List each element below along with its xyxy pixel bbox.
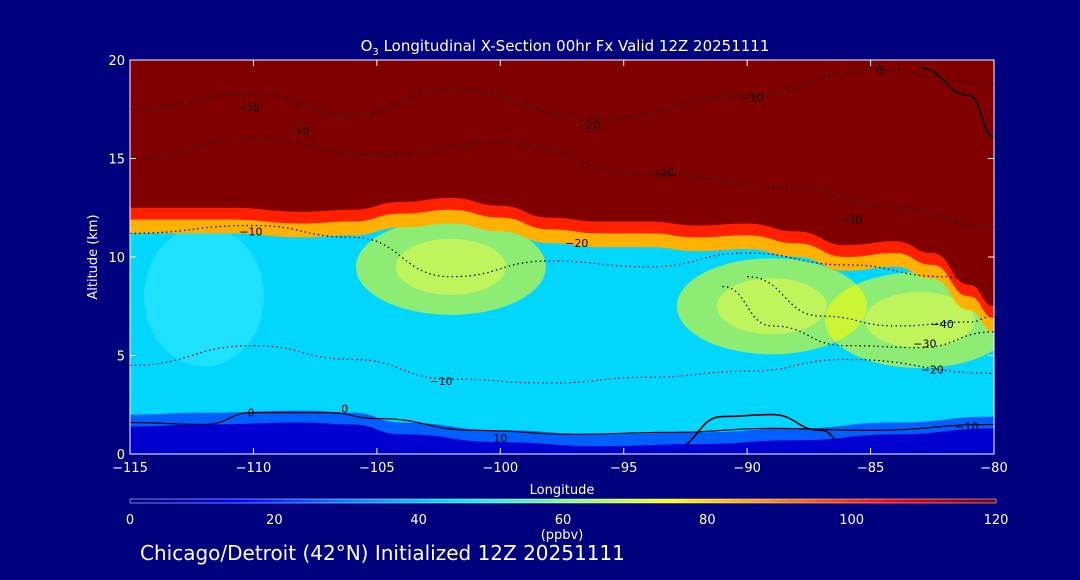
colorbar-tick-label: 0 xyxy=(126,513,134,528)
x-tick-label: −80 xyxy=(980,461,1007,476)
contour-label: −10 xyxy=(237,101,260,114)
colorbar-tick-label: 100 xyxy=(839,513,864,528)
title-prefix: O xyxy=(361,37,373,55)
contour-label: −20 xyxy=(578,119,601,132)
contour-lines xyxy=(130,67,994,449)
contour-line-solid xyxy=(673,413,846,449)
enhancement-blobs xyxy=(144,218,994,369)
y-tick-label: 10 xyxy=(108,251,125,266)
contour-labels: −10−10 −20−20−100−30−10−20−40−30−20−10−10… xyxy=(237,64,979,454)
contour-label: −30 xyxy=(839,214,862,227)
stratosphere-region xyxy=(130,60,994,307)
contour-label: −10 xyxy=(239,225,262,238)
x-axis: −115 −110 −105 −100 −95 −90 −85 −80 xyxy=(112,60,1008,476)
contour-line xyxy=(130,138,994,229)
contour-line-solid xyxy=(130,412,994,435)
colorbar xyxy=(129,498,997,504)
footer-caption: Chicago/Detroit (42°N) Initialized 12Z 2… xyxy=(140,541,625,565)
contour-label: −40 xyxy=(931,318,954,331)
contour-label: −10 xyxy=(429,375,452,388)
colorbar-tick-label: 120 xyxy=(984,513,1009,528)
contour-label: −20 xyxy=(565,237,588,250)
enhancement-blob xyxy=(824,272,994,369)
contour-label: −10 xyxy=(286,125,309,138)
contour-label: 0 xyxy=(247,407,254,420)
colorbar-tick-label: 20 xyxy=(266,513,283,528)
chart-title: O3 Longitudinal X-Section 00hr Fx Valid … xyxy=(361,37,770,58)
colorbar-tick-label: 60 xyxy=(555,513,572,528)
colorbar-ticks: 0 20 40 60 80 100 120 xyxy=(126,513,1009,528)
surface-layer-core xyxy=(130,422,994,454)
contour-line xyxy=(130,224,994,290)
x-tick-label: −90 xyxy=(733,461,760,476)
enhancement-core xyxy=(395,238,506,295)
contour-label: −20 xyxy=(652,166,675,179)
y-tick-label: 15 xyxy=(108,153,125,168)
contour-label: −10 xyxy=(740,91,763,104)
x-tick-label: −110 xyxy=(236,461,272,476)
contour-label: 0 xyxy=(877,64,884,77)
contour-line xyxy=(130,345,994,384)
enhancement-blob xyxy=(355,218,546,315)
enhancement-core xyxy=(716,278,827,335)
colorbar-tick-label: 80 xyxy=(699,513,716,528)
contour-label: −20 xyxy=(921,363,944,376)
x-tick-label: −115 xyxy=(112,461,148,476)
contour-label: −30 xyxy=(913,338,936,351)
colorbar-tick-label: 40 xyxy=(410,513,427,528)
x-tick-label: −85 xyxy=(857,461,884,476)
contour-label: 10 xyxy=(493,432,507,445)
y-tick-label: 20 xyxy=(108,54,125,69)
colorbar-units: (ppbv) xyxy=(541,528,584,543)
enhancement-core xyxy=(864,292,975,349)
contour-line xyxy=(130,69,994,120)
enhancement-blob xyxy=(676,258,867,355)
x-tick-label: −100 xyxy=(482,461,518,476)
x-tick-label: −95 xyxy=(610,461,637,476)
y-axis-label: Altitude (km) xyxy=(86,214,101,299)
plot-area: −10−10 −20−20−100−30−10−20−40−30−20−10−10… xyxy=(130,60,994,454)
y-tick-label: 0 xyxy=(117,448,125,463)
x-tick-label: −105 xyxy=(359,461,395,476)
y-tick-label: 5 xyxy=(117,350,125,365)
x-axis-label: Longitude xyxy=(530,483,595,498)
y-axis: 0 5 10 15 20 xyxy=(108,54,994,463)
clean-air-pocket xyxy=(144,226,265,367)
contour-line xyxy=(722,285,994,349)
title-subscript: 3 xyxy=(372,47,378,58)
contour-line-solid xyxy=(919,67,994,138)
title-rest: Longitudinal X-Section 00hr Fx Valid 12Z… xyxy=(379,37,770,55)
contour-label: 0 xyxy=(341,403,348,416)
